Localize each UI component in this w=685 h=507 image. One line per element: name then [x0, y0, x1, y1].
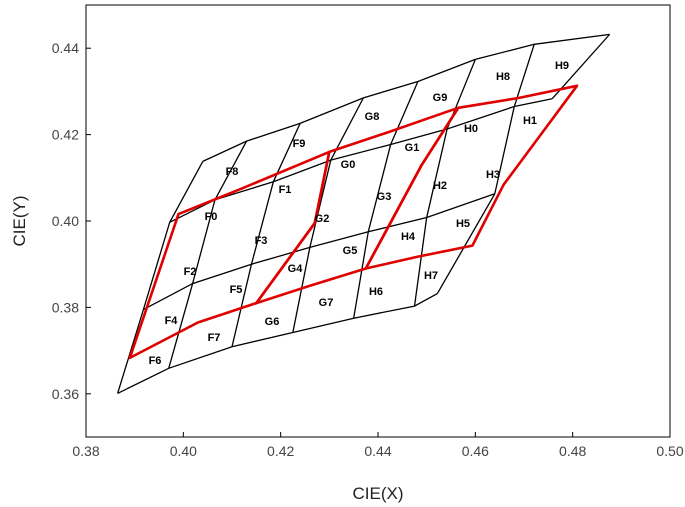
bin-grid-column-line	[367, 144, 392, 232]
y-tick-label: 0.36	[52, 386, 79, 402]
bin-label-f5: F5	[230, 284, 243, 296]
bin-label-g2: G2	[315, 213, 330, 225]
x-tick-label: 0.46	[462, 443, 489, 459]
bin-grid-column-line	[353, 231, 369, 319]
bin-label-h1: H1	[523, 115, 537, 127]
bin-label-g7: G7	[319, 297, 334, 309]
x-tick-label: 0.38	[72, 443, 99, 459]
bin-label-f8: F8	[226, 166, 239, 178]
bin-label-h7: H7	[424, 270, 438, 282]
bin-grid-column-line	[426, 128, 448, 218]
bin-grid-column-line	[168, 283, 194, 369]
bin-label-f2: F2	[184, 266, 197, 278]
bin-label-g5: G5	[343, 245, 358, 257]
y-axis: 0.36 0.38 0.40 0.42 0.44	[52, 40, 91, 402]
bin-grid-column-line	[231, 264, 253, 347]
bin-grid	[117, 33, 611, 394]
bin-label-h9: H9	[555, 60, 569, 72]
bin-label-f6: F6	[149, 355, 162, 367]
bin-label-h8: H8	[496, 71, 510, 83]
bin-grid-column-line	[214, 140, 248, 201]
bin-label-f1: F1	[279, 184, 292, 196]
group-outlines	[128, 84, 579, 360]
bin-grid-row-line	[202, 33, 610, 162]
bin-label-h6: H6	[369, 286, 383, 298]
bin-grid-column-line	[272, 123, 301, 182]
bin-grid-column-line	[494, 106, 515, 194]
bin-grid-column-line	[142, 222, 171, 310]
y-tick-label: 0.40	[52, 213, 79, 229]
y-axis-label: CIE(Y)	[10, 196, 29, 247]
bin-label-h2: H2	[433, 180, 447, 192]
x-tick-label: 0.42	[267, 443, 294, 459]
bin-grid-column-line	[390, 81, 419, 145]
bin-label-f0: F0	[205, 211, 218, 223]
bin-label-h3: H3	[486, 169, 500, 181]
x-tick-label: 0.44	[364, 443, 391, 459]
bin-label-g8: G8	[365, 111, 380, 123]
bin-grid-column-line	[169, 161, 204, 223]
bin-grid-column-line	[413, 217, 428, 307]
bin-labels: F0 F1 F2 F3 F4 F5 F6 F7 F8 F9 G0 G1 G2 G…	[149, 60, 569, 367]
x-axis: 0.38 0.40 0.42 0.44 0.46 0.48 0.50	[72, 432, 684, 459]
bin-grid-column-line	[309, 159, 332, 248]
bin-label-h5: H5	[456, 218, 470, 230]
x-tick-label: 0.50	[656, 443, 683, 459]
bin-grid-column-line	[250, 181, 274, 265]
bin-label-g3: G3	[377, 191, 392, 203]
group-outline-h	[364, 84, 579, 270]
bin-grid-row-line	[117, 293, 438, 394]
x-tick-label: 0.48	[559, 443, 586, 459]
y-tick-label: 0.38	[52, 299, 79, 315]
bin-grid-column-line	[513, 44, 535, 107]
bin-label-h4: H4	[401, 231, 416, 243]
y-tick-label: 0.42	[52, 127, 79, 143]
bin-label-g4: G4	[288, 263, 304, 275]
x-axis-label: CIE(X)	[353, 484, 404, 503]
bin-label-f9: F9	[293, 138, 306, 150]
bin-label-f3: F3	[255, 235, 268, 247]
bin-label-f4: F4	[165, 315, 179, 327]
bin-label-f7: F7	[208, 332, 221, 344]
bin-label-g0: G0	[341, 159, 356, 171]
bin-label-g1: G1	[405, 142, 420, 154]
bin-label-g6: G6	[265, 316, 280, 328]
bin-grid-column-line	[117, 309, 145, 394]
bin-grid-column-line	[191, 199, 216, 284]
bin-grid-column-line	[436, 193, 496, 294]
y-tick-label: 0.44	[52, 40, 79, 56]
bin-label-g9: G9	[433, 92, 448, 104]
x-tick-label: 0.40	[170, 443, 197, 459]
bin-label-h0: H0	[464, 123, 478, 135]
